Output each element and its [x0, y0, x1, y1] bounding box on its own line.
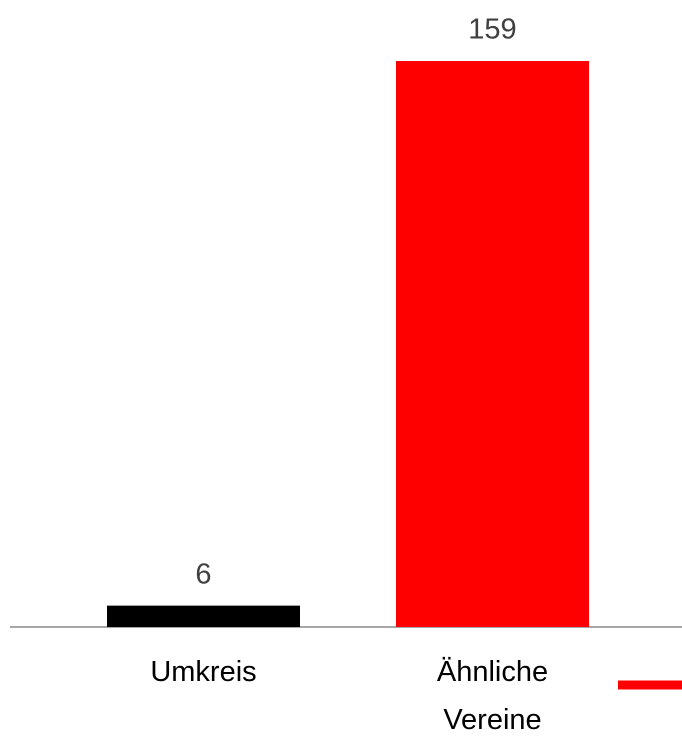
- value-label: 159: [468, 14, 516, 46]
- bar: [396, 61, 589, 627]
- bar: [107, 605, 300, 627]
- x-tick-label: Umkreis: [150, 656, 257, 688]
- x-tick-label: Ähnliche Vereine: [436, 656, 549, 736]
- value-label: 6: [195, 558, 211, 590]
